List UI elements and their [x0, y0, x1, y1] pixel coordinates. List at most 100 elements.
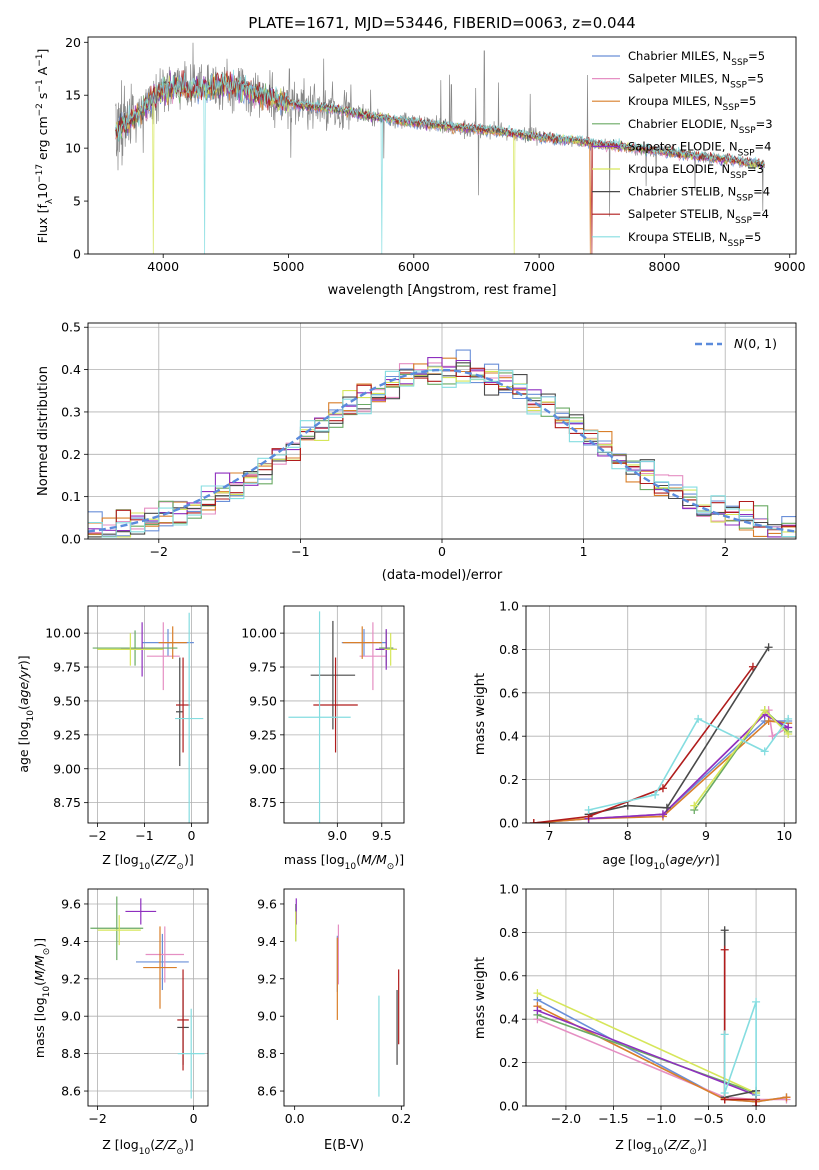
- weight-vs-Z-plot-area: [533, 926, 791, 1106]
- age-vs-Z-ytick-label: 9.00: [53, 761, 81, 776]
- mass-vs-Z-point-chabrier-miles: [136, 933, 189, 991]
- legend-label-kroupa-stelib: Kroupa STELIB, NSSP=5: [628, 230, 761, 249]
- age-vs-Z-xlabel: Z [log10(Z/Z⊙)]: [102, 852, 193, 872]
- residuals-axes: −2 −1 0 1 2 0.0 0.1 0.2 0.3 0.4 0.5 (data-model)/er…: [36, 320, 797, 583]
- residuals-xtick-label: −1: [291, 544, 309, 559]
- age-vs-mass-xtick-label: 9.0: [327, 828, 347, 843]
- legend-label-chabrier-stelib: Chabrier STELIB, NSSP=4: [628, 185, 770, 204]
- weight-vs-age-series-kroupa-miles: [529, 717, 793, 823]
- residuals-ylabel: Normed distribution: [36, 366, 51, 496]
- mass-vs-Z-point-salpeter-elodie: [125, 898, 157, 925]
- residuals-xtick-label: 2: [721, 544, 729, 559]
- residuals-ytick-label: 0.4: [61, 362, 81, 377]
- spectrum-ytick-label: 15: [65, 88, 81, 103]
- mass-vs-Z-point-kroupa-miles: [143, 926, 177, 1009]
- age-vs-mass-point-salpeter-miles: [359, 622, 387, 691]
- weight-vs-age-ytick-label: 0.8: [499, 642, 519, 657]
- residuals-frame: [87, 322, 797, 540]
- age-vs-Z-ytick-label: 8.75: [53, 795, 81, 810]
- age-vs-mass-point-kroupa-elodie: [384, 633, 397, 666]
- residuals-xtick-label: −2: [150, 544, 168, 559]
- spectrum-plot-area: [115, 42, 765, 254]
- spectrum-xtick-label: 8000: [649, 259, 681, 274]
- weight-vs-age-xlabel: age [log10(age/yr)]: [602, 852, 719, 872]
- weight-vs-Z-ytick-label: 1.0: [499, 882, 519, 897]
- mass-vs-Z-point-kroupa-stelib: [177, 1008, 205, 1099]
- legend-label-kroupa-miles: Kroupa MILES, NSSP=5: [628, 94, 756, 113]
- weight-vs-Z-xtick-label: 0.0: [746, 1111, 766, 1126]
- age-vs-Z-plot-area: [92, 612, 204, 823]
- mass-vs-Z-frame: [87, 888, 209, 1107]
- weight-vs-Z-frame: [525, 888, 797, 1107]
- weight-vs-age-axes: 7 8 9 10 0.0 0.2 0.4 0.6 0.8 1.0 age [log10(age/yr…: [473, 599, 797, 872]
- spectrum-frame: [87, 36, 797, 255]
- age-vs-mass-ytick-label: 9.00: [249, 761, 277, 776]
- age-vs-Z-point-chabrier-elodie: [92, 630, 178, 666]
- weight-vs-age-xtick-label: 7: [546, 828, 554, 843]
- residuals-xtick-label: 0: [438, 544, 446, 559]
- weight-vs-Z-xtick-label: −2.0: [551, 1111, 581, 1126]
- age-vs-Z-point-salpeter-stelib: [176, 657, 191, 753]
- weight-vs-age-series-salpeter-stelib: [529, 662, 757, 823]
- weight-vs-age-xtick-label: 9: [702, 828, 710, 843]
- mass-vs-Z-ytick-label: 9.4: [61, 934, 81, 949]
- mass-vs-ebv-ytick-label: 8.8: [257, 1046, 277, 1061]
- weight-vs-age-ytick-label: 0.6: [499, 685, 519, 700]
- age-vs-Z-xtick-label: −1: [135, 828, 153, 843]
- weight-vs-age-ytick-label: 1.0: [499, 599, 519, 614]
- weight-vs-age-series-salpeter-miles: [529, 706, 793, 823]
- legend-label-salpeter-stelib: Salpeter STELIB, NSSP=4: [628, 207, 769, 226]
- weight-vs-Z-axes: −2.0 −1.5 −1.0 −0.5 0.0 0.0 0.2 0.4 0.6 0.8 1.0 Z […: [473, 882, 797, 1157]
- legend-label-salpeter-miles: Salpeter MILES, NSSP=5: [628, 72, 764, 91]
- mass-vs-Z-xtick-label: 0: [190, 1111, 198, 1126]
- weight-vs-Z-xtick-label: −0.5: [693, 1111, 723, 1126]
- weight-vs-Z-series-kroupa-stelib: [720, 997, 761, 1100]
- legend-label-normal: N(0, 1): [734, 336, 777, 351]
- age-vs-mass-ytick-label: 9.50: [249, 693, 277, 708]
- legend-label-kroupa-elodie: Kroupa ELODIE, NSSP=3: [628, 162, 764, 181]
- age-vs-mass-ytick-label: 9.75: [249, 660, 277, 675]
- age-vs-Z-ytick-label: 9.25: [53, 727, 81, 742]
- age-vs-mass-point-kroupa-miles: [342, 626, 382, 659]
- age-vs-mass-plot-area: [288, 611, 397, 823]
- age-vs-mass-point-chabrier-stelib: [310, 620, 356, 730]
- mass-vs-ebv-xtick-label: 0.2: [391, 1111, 411, 1126]
- mass-vs-ebv-axes: 0.0 0.2 8.6 8.8 9.0 9.2 9.4 9.6 E(B-V): [257, 888, 411, 1153]
- weight-vs-age-frame: [525, 605, 797, 824]
- legend-label-chabrier-elodie: Chabrier ELODIE, NSSP=3: [628, 117, 773, 136]
- mass-vs-Z-ytick-label: 9.6: [61, 896, 81, 911]
- weight-vs-age-series-chabrier-miles: [529, 717, 793, 823]
- age-vs-Z-xtick-label: −2: [88, 828, 106, 843]
- age-vs-mass-xtick-label: 9.5: [372, 828, 392, 843]
- age-vs-Z-xtick-label: 0: [188, 828, 196, 843]
- weight-vs-age-ytick-label: 0.0: [499, 816, 519, 831]
- spectrum-xtick-label: 6000: [398, 259, 430, 274]
- spectrum-xtick-label: 5000: [273, 259, 305, 274]
- weight-vs-age-series-kroupa-stelib: [584, 714, 793, 814]
- legend-label-chabrier-miles: Chabrier MILES, NSSP=5: [628, 49, 765, 68]
- age-vs-Z-frame: [87, 605, 209, 824]
- age-vs-mass-point-salpeter-stelib: [313, 657, 358, 753]
- age-vs-Z-axes: −2 −1 0 8.75 9.00 9.25 9.50 9.75 10.00 Z [log10(Z…: [16, 605, 209, 872]
- residuals-ytick-label: 0.1: [61, 489, 81, 504]
- age-vs-Z-point-kroupa-stelib: [175, 612, 204, 823]
- weight-vs-age-ylabel: mass weight: [473, 673, 488, 755]
- mass-vs-ebv-plot-area: [295, 898, 400, 1097]
- mass-vs-Z-point-salpeter-stelib: [177, 969, 189, 1071]
- hist-kroupa-stelib: [88, 370, 796, 538]
- mass-vs-Z-point-salpeter-miles: [145, 926, 184, 983]
- weight-vs-Z-ytick-label: 0.0: [499, 1099, 519, 1114]
- weight-vs-Z-series-kroupa-elodie: [533, 989, 761, 1097]
- weight-vs-Z-ytick-label: 0.2: [499, 1055, 519, 1070]
- weight-vs-age-plot-area: [529, 643, 793, 823]
- spectrum-axes: 4000 5000 6000 7000 8000 9000 0 5 10 15 20 PLATE=16…: [35, 14, 806, 298]
- age-vs-mass-ytick-label: 9.25: [249, 727, 277, 742]
- spectrum-xlabel: wavelength [Angstrom, rest frame]: [328, 283, 557, 298]
- mass-vs-ebv-ytick-label: 9.6: [257, 896, 277, 911]
- weight-vs-age-ytick-label: 0.4: [499, 729, 519, 744]
- spectrum-xtick-label: 4000: [147, 259, 179, 274]
- spectrum-model-kroupa-stelib: [115, 69, 765, 254]
- spectrum-ytick-label: 10: [65, 141, 81, 156]
- weight-vs-Z-ytick-label: 0.6: [499, 968, 519, 983]
